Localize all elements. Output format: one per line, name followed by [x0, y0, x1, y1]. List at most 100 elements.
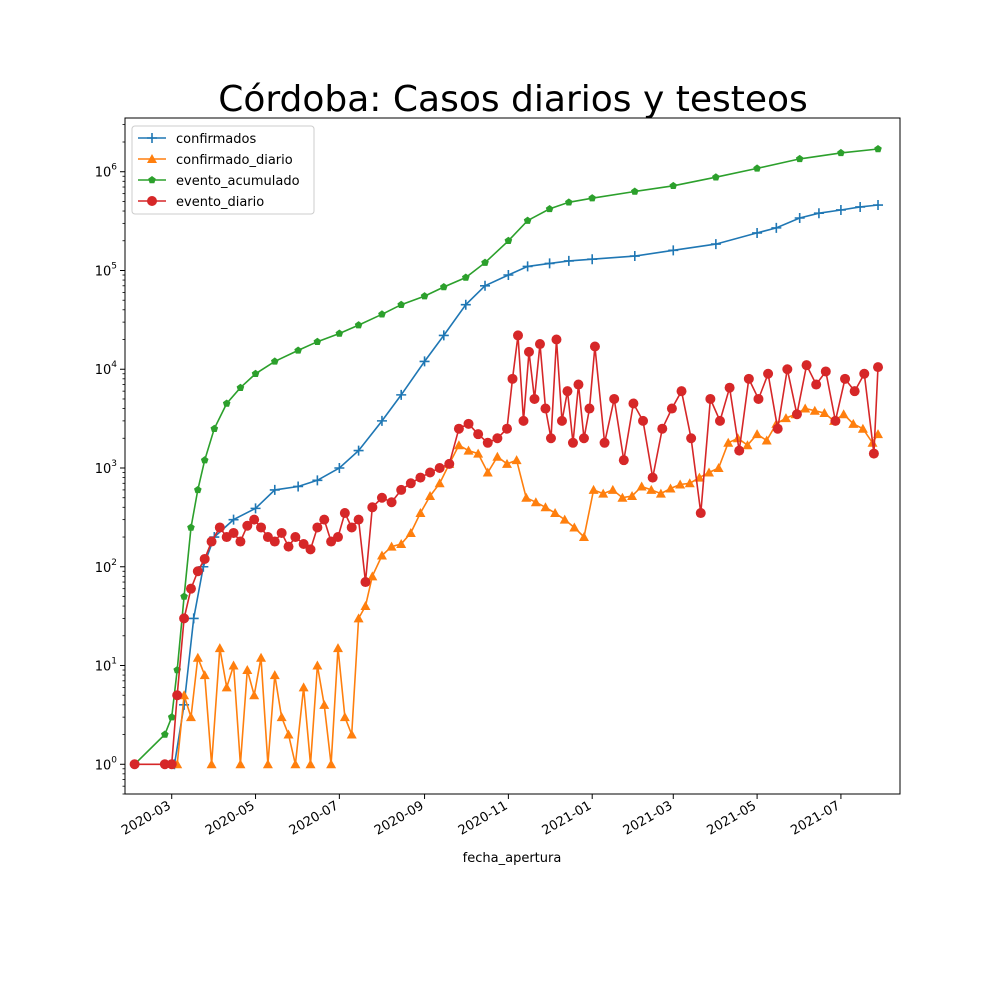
data-point-evento-diario: [405, 478, 416, 489]
data-point-confirmado-diario: [675, 479, 686, 489]
data-point-evento-diario: [367, 502, 378, 513]
data-point-confirmado-diario: [360, 601, 371, 611]
legend-entry-confirmados[interactable]: confirmados: [138, 132, 256, 147]
data-point-evento-diario: [811, 379, 822, 390]
legend-entry-evento-acumulado[interactable]: evento_acumulado: [138, 174, 300, 189]
data-point-evento-diario: [376, 492, 387, 503]
data-point-evento-acumulado: [837, 148, 845, 157]
data-point-evento-diario: [868, 448, 879, 459]
data-point-evento-diario: [589, 341, 600, 352]
data-point-evento-diario: [618, 455, 629, 466]
data-point-confirmado-diario: [684, 478, 695, 488]
data-point-evento-diario: [830, 415, 841, 426]
data-point-evento-diario: [425, 467, 436, 478]
data-point-evento-diario: [249, 514, 260, 525]
data-point-evento-acumulado: [180, 592, 188, 600]
data-point-evento-diario: [290, 532, 301, 543]
data-point-confirmados: [480, 280, 491, 291]
data-point-evento-diario: [551, 334, 562, 345]
data-point-evento-diario: [312, 522, 323, 533]
legend-entry-confirmado-diario[interactable]: confirmado_diario: [138, 153, 293, 168]
data-point-confirmado-diario: [312, 660, 323, 670]
data-point-evento-diario: [763, 368, 774, 379]
data-point-evento-diario: [647, 472, 658, 483]
data-point-evento-acumulado: [504, 236, 513, 244]
data-point-confirmado-diario: [578, 532, 589, 542]
data-point-evento-diario: [609, 393, 620, 404]
data-point-evento-acumulado: [167, 713, 176, 721]
data-point-confirmados: [873, 200, 884, 211]
data-point-confirmado-diario: [326, 759, 337, 769]
plot-frame: [124, 117, 901, 795]
data-point-confirmados: [752, 227, 763, 238]
data-point-evento-diario: [360, 577, 371, 588]
data-point-evento-diario: [492, 433, 503, 444]
legend[interactable]: confirmados confirmado_diario evento_acumu…: [131, 125, 315, 215]
data-point-confirmado-diario: [346, 729, 357, 739]
data-point-evento-acumulado: [439, 283, 448, 291]
data-point-evento-diario: [705, 393, 716, 404]
data-point-evento-diario: [453, 423, 464, 434]
data-point-confirmado-diario: [848, 418, 859, 428]
data-point-evento-acumulado: [294, 346, 302, 354]
data-point-evento-diario: [319, 514, 330, 525]
data-point-confirmado-diario: [511, 455, 522, 465]
data-point-confirmados: [503, 270, 514, 281]
data-point-confirmado-diario: [713, 463, 724, 473]
data-point-evento-acumulado: [481, 258, 489, 266]
data-point-evento-acumulado: [270, 357, 279, 365]
data-point-evento-diario: [228, 527, 239, 538]
data-point-evento-diario: [840, 373, 851, 384]
data-point-confirmado-diario: [221, 682, 232, 692]
data-point-confirmado-diario: [540, 502, 551, 512]
data-point-confirmado-diario: [332, 643, 343, 653]
data-point-evento-acumulado: [354, 321, 363, 329]
data-point-evento-diario: [339, 508, 350, 519]
legend-label-confirmado-diario: confirmado_diario: [176, 153, 293, 168]
data-point-evento-acumulado: [795, 154, 804, 163]
y-tick-label: 101: [95, 657, 117, 675]
y-tick-label: 106: [95, 163, 118, 181]
data-point-evento-acumulado: [712, 173, 720, 181]
data-point-evento-acumulado: [313, 337, 322, 345]
data-point-confirmados: [334, 463, 345, 474]
legend-entry-evento-diario[interactable]: evento_diario: [138, 195, 264, 210]
data-point-confirmado-diario: [761, 435, 772, 445]
data-point-evento-diario: [782, 364, 793, 375]
data-point-evento-diario: [849, 386, 860, 397]
data-point-evento-diario: [214, 522, 225, 533]
data-point-evento-diario: [714, 415, 725, 426]
data-point-confirmado-diario: [415, 508, 426, 518]
data-point-evento-diario: [529, 393, 540, 404]
y-tick-label: 100: [95, 755, 118, 773]
data-point-evento-diario: [791, 409, 802, 420]
data-point-confirmado-diario: [206, 759, 217, 769]
y-tick-label: 104: [95, 360, 118, 378]
data-point-evento-acumulado: [588, 194, 596, 202]
data-point-evento-diario: [283, 541, 294, 552]
data-point-confirmados: [855, 201, 866, 212]
data-point-evento-diario: [686, 433, 697, 444]
data-point-evento-diario: [534, 339, 545, 350]
data-point-evento-diario: [556, 415, 567, 426]
data-point-evento-diario: [772, 423, 783, 434]
data-point-confirmado-diario: [192, 652, 203, 662]
data-point-confirmados: [293, 481, 304, 492]
data-point-confirmado-diario: [838, 409, 849, 419]
data-point-evento-diario: [657, 423, 668, 434]
data-point-evento-diario: [638, 415, 649, 426]
data-point-evento-diario: [724, 382, 735, 393]
data-point-confirmado-diario: [550, 508, 561, 518]
y-tick-label: 102: [95, 558, 117, 576]
data-point-confirmado-diario: [249, 690, 260, 700]
data-point-evento-acumulado: [397, 300, 405, 308]
data-point-confirmado-diario: [482, 467, 493, 477]
data-point-evento-diario: [584, 403, 595, 414]
data-point-evento-acumulado: [523, 216, 532, 224]
data-point-confirmados: [438, 330, 449, 341]
data-point-evento-acumulado: [420, 292, 429, 300]
data-point-confirmado-diario: [276, 712, 287, 722]
data-point-confirmados: [544, 258, 555, 269]
data-point-confirmado-diario: [521, 492, 532, 502]
